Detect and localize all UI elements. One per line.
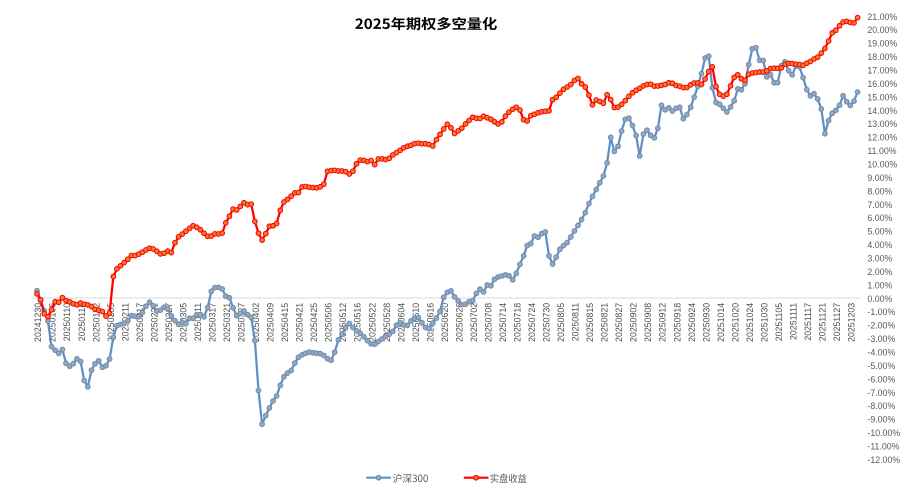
svg-text:20250924: 20250924 bbox=[687, 303, 697, 342]
svg-text:13.00%: 13.00% bbox=[867, 119, 897, 129]
svg-text:-9.00%: -9.00% bbox=[867, 415, 895, 425]
svg-text:20250724: 20250724 bbox=[527, 303, 537, 342]
svg-text:5.00%: 5.00% bbox=[867, 227, 892, 237]
svg-text:20251014: 20251014 bbox=[716, 303, 726, 342]
svg-text:20250506: 20250506 bbox=[324, 303, 334, 342]
svg-text:20251127: 20251127 bbox=[832, 303, 842, 342]
svg-text:20250106: 20250106 bbox=[48, 303, 58, 342]
svg-text:20250227: 20250227 bbox=[164, 303, 174, 342]
svg-text:20250217: 20250217 bbox=[135, 303, 145, 342]
svg-text:20250718: 20250718 bbox=[513, 303, 523, 342]
svg-text:20250415: 20250415 bbox=[280, 303, 290, 342]
svg-text:20251105: 20251105 bbox=[774, 303, 784, 342]
svg-text:14.00%: 14.00% bbox=[867, 106, 897, 116]
svg-text:20250610: 20250610 bbox=[411, 303, 421, 342]
svg-text:15.00%: 15.00% bbox=[867, 92, 897, 102]
svg-text:20250930: 20250930 bbox=[701, 303, 711, 342]
svg-text:20250425: 20250425 bbox=[309, 303, 319, 342]
svg-text:20250327: 20250327 bbox=[237, 303, 247, 342]
svg-text:6.00%: 6.00% bbox=[867, 213, 892, 223]
svg-text:4.00%: 4.00% bbox=[867, 240, 892, 250]
svg-text:20250708: 20250708 bbox=[483, 303, 493, 342]
svg-text:20250730: 20250730 bbox=[542, 303, 552, 342]
svg-text:20.00%: 20.00% bbox=[867, 25, 897, 35]
svg-text:20250512: 20250512 bbox=[338, 303, 348, 342]
svg-text:20250516: 20250516 bbox=[353, 303, 363, 342]
svg-text:-4.00%: -4.00% bbox=[867, 348, 895, 358]
svg-text:20250421: 20250421 bbox=[295, 303, 305, 342]
svg-text:20250714: 20250714 bbox=[498, 303, 508, 342]
svg-text:-6.00%: -6.00% bbox=[867, 374, 895, 384]
svg-text:20250827: 20250827 bbox=[614, 303, 624, 342]
svg-text:20250205: 20250205 bbox=[106, 303, 116, 342]
svg-text:20250918: 20250918 bbox=[672, 303, 682, 342]
svg-text:20250528: 20250528 bbox=[382, 303, 392, 342]
svg-text:20250311: 20250311 bbox=[193, 303, 203, 342]
svg-text:20250912: 20250912 bbox=[658, 303, 668, 342]
svg-text:20250116: 20250116 bbox=[77, 303, 87, 342]
svg-text:7.00%: 7.00% bbox=[867, 200, 892, 210]
svg-text:20250902: 20250902 bbox=[629, 303, 639, 342]
svg-text:20251203: 20251203 bbox=[847, 303, 857, 342]
svg-text:20250321: 20250321 bbox=[222, 303, 232, 342]
svg-text:-2.00%: -2.00% bbox=[867, 321, 895, 331]
svg-text:20250110: 20250110 bbox=[62, 303, 72, 342]
svg-text:0.00%: 0.00% bbox=[867, 294, 892, 304]
svg-text:20251117: 20251117 bbox=[803, 303, 813, 341]
svg-text:20250317: 20250317 bbox=[208, 303, 218, 342]
svg-text:21.00%: 21.00% bbox=[867, 12, 897, 22]
svg-text:20250815: 20250815 bbox=[585, 303, 595, 342]
svg-text:20250620: 20250620 bbox=[440, 303, 450, 342]
svg-text:11.00%: 11.00% bbox=[867, 146, 896, 156]
svg-text:20250626: 20250626 bbox=[454, 303, 464, 342]
svg-text:20251024: 20251024 bbox=[745, 303, 755, 342]
svg-text:10.00%: 10.00% bbox=[867, 160, 897, 170]
svg-text:-11.00%: -11.00% bbox=[867, 442, 899, 452]
svg-text:2.00%: 2.00% bbox=[867, 267, 892, 277]
svg-text:20251030: 20251030 bbox=[759, 303, 769, 342]
svg-text:17.00%: 17.00% bbox=[867, 66, 897, 76]
svg-text:3.00%: 3.00% bbox=[867, 254, 892, 264]
svg-text:20251121: 20251121 bbox=[818, 303, 828, 342]
svg-text:20250522: 20250522 bbox=[367, 303, 377, 342]
svg-text:20250122: 20250122 bbox=[91, 303, 101, 342]
svg-text:20250409: 20250409 bbox=[266, 303, 276, 342]
svg-text:9.00%: 9.00% bbox=[867, 173, 892, 183]
svg-text:20250811: 20250811 bbox=[571, 303, 581, 342]
svg-text:-1.00%: -1.00% bbox=[867, 307, 895, 317]
svg-text:16.00%: 16.00% bbox=[867, 79, 897, 89]
svg-text:20251111: 20251111 bbox=[788, 303, 798, 340]
svg-text:12.00%: 12.00% bbox=[867, 133, 897, 143]
svg-text:19.00%: 19.00% bbox=[867, 39, 897, 49]
svg-text:20250908: 20250908 bbox=[643, 303, 653, 342]
svg-text:-7.00%: -7.00% bbox=[867, 388, 895, 398]
svg-text:20241230: 20241230 bbox=[33, 303, 43, 342]
svg-text:18.00%: 18.00% bbox=[867, 52, 897, 62]
svg-text:-12.00%: -12.00% bbox=[867, 455, 900, 465]
svg-text:-10.00%: -10.00% bbox=[867, 428, 900, 438]
svg-text:20250402: 20250402 bbox=[251, 303, 261, 342]
svg-text:-8.00%: -8.00% bbox=[867, 401, 895, 411]
svg-text:20250221: 20250221 bbox=[149, 303, 159, 342]
svg-text:20250702: 20250702 bbox=[469, 303, 479, 342]
svg-text:20250821: 20250821 bbox=[600, 303, 610, 342]
svg-text:-5.00%: -5.00% bbox=[867, 361, 895, 371]
svg-text:20251020: 20251020 bbox=[730, 303, 740, 342]
svg-text:8.00%: 8.00% bbox=[867, 186, 892, 196]
svg-text:-3.00%: -3.00% bbox=[867, 334, 895, 344]
svg-text:20250805: 20250805 bbox=[556, 303, 566, 342]
svg-text:1.00%: 1.00% bbox=[867, 280, 892, 290]
